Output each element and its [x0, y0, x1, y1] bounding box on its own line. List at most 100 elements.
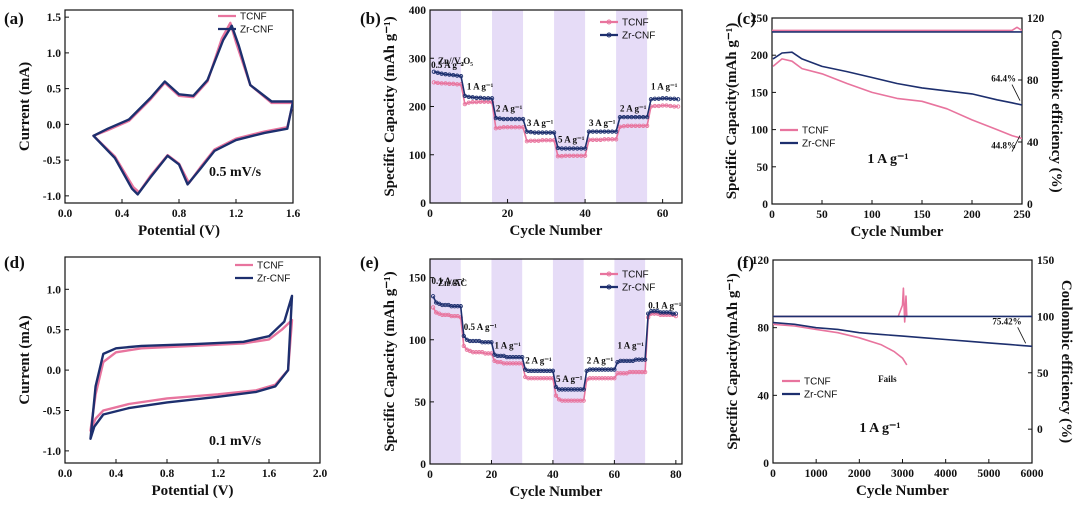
legend-label: Zr-CNF — [622, 283, 655, 294]
series-tcnf-ce-line — [772, 26, 1022, 32]
legend-label: TCNF — [622, 18, 649, 29]
series-tcnf-point — [613, 137, 619, 142]
series-zr-cnf-point — [509, 116, 514, 122]
plot-frame — [771, 17, 1023, 205]
series-tcnf-point — [509, 125, 514, 130]
legend-marker — [606, 32, 612, 38]
rate-band-3 — [552, 259, 584, 464]
rate-label: 3 A g⁻¹ — [527, 118, 554, 128]
series-tcnf-line — [772, 58, 1022, 140]
panel-label: (a) — [4, 9, 24, 28]
series-zr-cnf-point — [532, 130, 537, 135]
y-tick-label: 150 — [751, 87, 769, 99]
series-zr-cnf-point — [602, 129, 607, 134]
series-tcnf-point — [602, 137, 607, 142]
series-zr-cnf-point — [563, 146, 568, 151]
series-tcnf-point — [478, 99, 483, 104]
rate-label: 2 A g⁻¹ — [587, 355, 614, 365]
y-tick-label: 80 — [758, 323, 770, 335]
fails-label: Fails — [878, 374, 897, 384]
retention-arrow — [1011, 135, 1021, 152]
x-axis-title: Cycle Number — [851, 224, 944, 240]
x-axis-title: Cycle Number — [856, 483, 949, 499]
x-tick-label: 1.6 — [286, 208, 301, 220]
series-zr-cnf-point — [612, 367, 617, 372]
legend-label: Zr-CNF — [802, 139, 835, 150]
series-zr-cnf-point — [633, 114, 638, 120]
series-zr-cnf-point — [548, 130, 553, 135]
series-tcnf-point — [571, 153, 576, 158]
series-zr-cnf-line — [89, 294, 294, 440]
series-zr-cnf-point — [579, 146, 584, 151]
legend: TCNF Zr-CNF — [218, 12, 273, 36]
series-tcnf-point — [431, 80, 437, 85]
series-tcnf-line — [92, 21, 293, 194]
y-tick-label: 0.0 — [47, 119, 62, 131]
series-zr-cnf-point — [517, 116, 522, 122]
y-tick-label: -1.0 — [43, 446, 61, 458]
x-tick-label: 60 — [609, 469, 621, 481]
y2-tick-label: 50 — [1037, 368, 1049, 380]
series-tcnf-point — [644, 123, 650, 128]
y-tick-label: 1.0 — [47, 284, 62, 296]
series-tcnf-point — [548, 138, 553, 143]
condition-label: 1 A g⁻¹ — [867, 152, 908, 167]
panel-b: 0 20 40 60 0 100 200 300 400 Cycle Number Specific… — [360, 5, 683, 239]
system-label: Zn//AC — [438, 278, 467, 288]
y-tick-label: 250 — [751, 13, 769, 25]
series-zr-cnf-point — [594, 129, 599, 134]
y-tick-label: 0 — [762, 199, 768, 211]
x-tick-label: 4000 — [934, 468, 957, 480]
x-tick-label: 3000 — [891, 468, 914, 480]
series-tcnf-point — [505, 125, 510, 130]
panel-a: 0.0 0.4 0.8 1.2 1.6 -1.0 -0.5 0.0 0.5 1.0 1.5 Poten… — [4, 9, 300, 239]
series-zr-cnf-point — [489, 340, 494, 345]
y2-axis-title: Coulombic efficiency (%) — [1058, 280, 1074, 443]
series-zr-cnf-point — [443, 72, 448, 77]
rate-label: 1 A g⁻¹ — [651, 82, 678, 92]
y-tick-label: 0.0 — [47, 365, 62, 377]
x-tick-label: 1.6 — [262, 468, 277, 480]
series-tcnf-point — [461, 343, 466, 349]
y-axis-title: Specific Capacity(mAh g⁻¹) — [724, 23, 740, 200]
series-zr-cnf-point — [555, 145, 561, 151]
y-tick-label: 50 — [415, 397, 427, 409]
rate-label: 3 A g⁻¹ — [589, 118, 616, 128]
series-tcnf-point — [462, 101, 468, 107]
y-tick-label: 100 — [751, 125, 769, 137]
x-tick-label: 5000 — [977, 468, 1000, 480]
series-zr-cnf-point — [454, 73, 460, 78]
series-zr-cnf-point — [559, 146, 564, 151]
series-zr-cnf-point — [581, 387, 586, 392]
series-zr-cnf-point — [673, 311, 679, 316]
series-tcnf-point — [625, 123, 630, 128]
legend-label: Zr-CNF — [804, 390, 837, 401]
y-tick-label: 50 — [757, 162, 769, 174]
legend-label: TCNF — [257, 261, 284, 272]
x-axis-title: Cycle Number — [510, 223, 603, 239]
legend-label: TCNF — [240, 12, 267, 23]
series-zr-cnf-point — [642, 357, 648, 362]
y-axis-title: Specific Capacity (mAh g⁻¹) — [382, 271, 398, 451]
series-zr-cnf-line — [432, 295, 676, 391]
legend-label: Zr-CNF — [240, 25, 273, 36]
series-zr-cnf-line — [772, 51, 1022, 106]
series-zr-cnf-point — [458, 304, 463, 309]
series-zr-cnf-point — [513, 116, 518, 122]
y2-tick-label: 0 — [1037, 424, 1043, 436]
panel-label: (e) — [360, 253, 379, 272]
series-tcnf-point — [660, 103, 665, 108]
series-zr-cnf-point — [544, 130, 549, 135]
series-tcnf-point — [579, 153, 584, 158]
series-zr-cnf-point — [447, 72, 452, 77]
rate-label: 0.5 A g⁻¹ — [464, 322, 498, 332]
panel-label: (d) — [4, 253, 25, 272]
legend-label: TCNF — [802, 126, 829, 137]
series-tcnf-point — [435, 80, 440, 86]
series-tcnf-point — [594, 137, 599, 142]
series-zr-cnf-point — [458, 73, 464, 79]
series-tcnf-point — [633, 123, 638, 128]
series-zr-cnf-point — [486, 96, 491, 101]
rate-label: 0.1 A g⁻¹ — [432, 276, 466, 286]
y-tick-label: 400 — [409, 5, 427, 17]
